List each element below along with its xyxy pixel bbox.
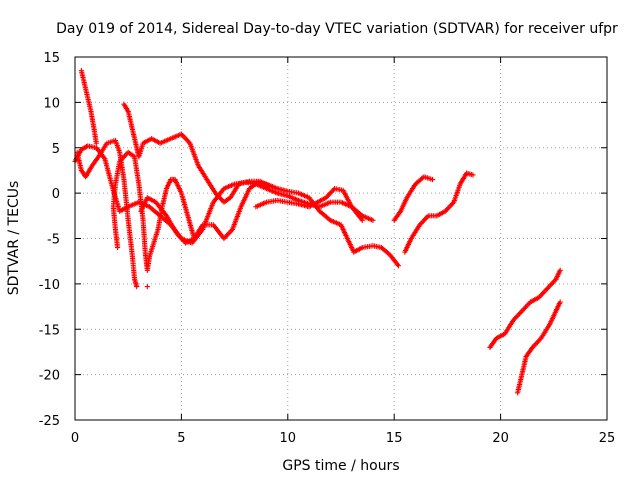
data-point [470, 172, 476, 178]
y-tick-label: -5 [47, 233, 60, 248]
series-trace-7 [253, 185, 365, 223]
data-point [134, 283, 140, 290]
x-tick-label: 25 [599, 431, 616, 446]
y-axis-label: SDTVAR / TECUs [6, 181, 22, 296]
series-trace-8 [391, 174, 436, 223]
series-trace-2 [78, 68, 99, 146]
data-point [359, 217, 365, 223]
data-point [93, 140, 99, 146]
series-trace-5 [121, 101, 272, 205]
y-tick-label: -10 [39, 278, 60, 293]
series-isolated [144, 283, 150, 290]
grid [75, 57, 607, 420]
y-tick-label: 10 [43, 96, 60, 111]
y-tick-label: 15 [43, 51, 60, 66]
series-trace-10 [487, 267, 563, 350]
data-marks [72, 68, 563, 396]
data-point [144, 283, 150, 290]
series-trace-11 [515, 299, 563, 396]
x-tick-label: 10 [280, 431, 297, 446]
plot-frame [74, 56, 608, 421]
chart-title: Day 019 of 2014, Sidereal Day-to-day VTE… [56, 21, 618, 37]
y-tick-label: -15 [39, 323, 60, 338]
data-point [395, 263, 402, 269]
y-tick-label: 5 [52, 142, 60, 157]
y-tick-label: -20 [39, 369, 60, 384]
series-trace-6 [138, 179, 402, 269]
x-axis-label: GPS time / hours [282, 458, 399, 474]
data-point [557, 267, 563, 273]
data-point [557, 299, 563, 305]
data-point [429, 176, 436, 183]
x-tick-label: 15 [386, 431, 403, 446]
x-tick-label: 0 [71, 431, 79, 446]
data-point [370, 217, 376, 223]
x-tick-label: 5 [177, 431, 185, 446]
x-tick-label: 20 [492, 431, 509, 446]
series-trace-9 [402, 170, 476, 255]
axis-ticks: 0 5 10 15 20 25 -25 -20 -15 -10 -5 0 5 10 15 [39, 51, 616, 446]
y-tick-label: -25 [39, 414, 60, 429]
y-tick-label: 0 [52, 187, 60, 202]
